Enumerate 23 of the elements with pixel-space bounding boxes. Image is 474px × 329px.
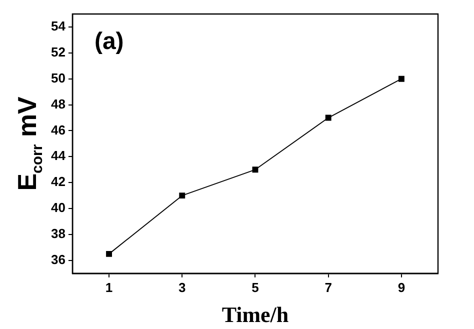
- y-tick-label: 48: [50, 96, 66, 112]
- y-tick-label: 38: [50, 226, 66, 242]
- y-tick-label: 50: [50, 70, 66, 86]
- y-tick-label: 42: [50, 174, 66, 190]
- x-tick-label: 5: [252, 280, 259, 295]
- x-tick-label: 1: [105, 280, 113, 295]
- x-tick-label: 7: [324, 280, 332, 295]
- y-tick-label: 36: [50, 252, 66, 268]
- y-axis-title: Ecorr mV: [12, 96, 46, 191]
- point: [398, 76, 404, 82]
- point: [325, 114, 332, 121]
- y-tick-label: 52: [50, 44, 66, 60]
- y-tick-label: 46: [50, 122, 66, 138]
- x-axis-title: Time/h: [222, 302, 289, 327]
- x-tick-label: 9: [398, 280, 406, 295]
- point: [179, 192, 186, 199]
- point: [106, 250, 112, 257]
- point: [252, 166, 258, 173]
- annotation: (a): [94, 28, 124, 55]
- x-tick-label: 3: [178, 280, 186, 295]
- y-tick-label: 44: [50, 148, 66, 164]
- y-tick-label: 40: [50, 200, 66, 216]
- y-tick-label: 54: [50, 18, 66, 34]
